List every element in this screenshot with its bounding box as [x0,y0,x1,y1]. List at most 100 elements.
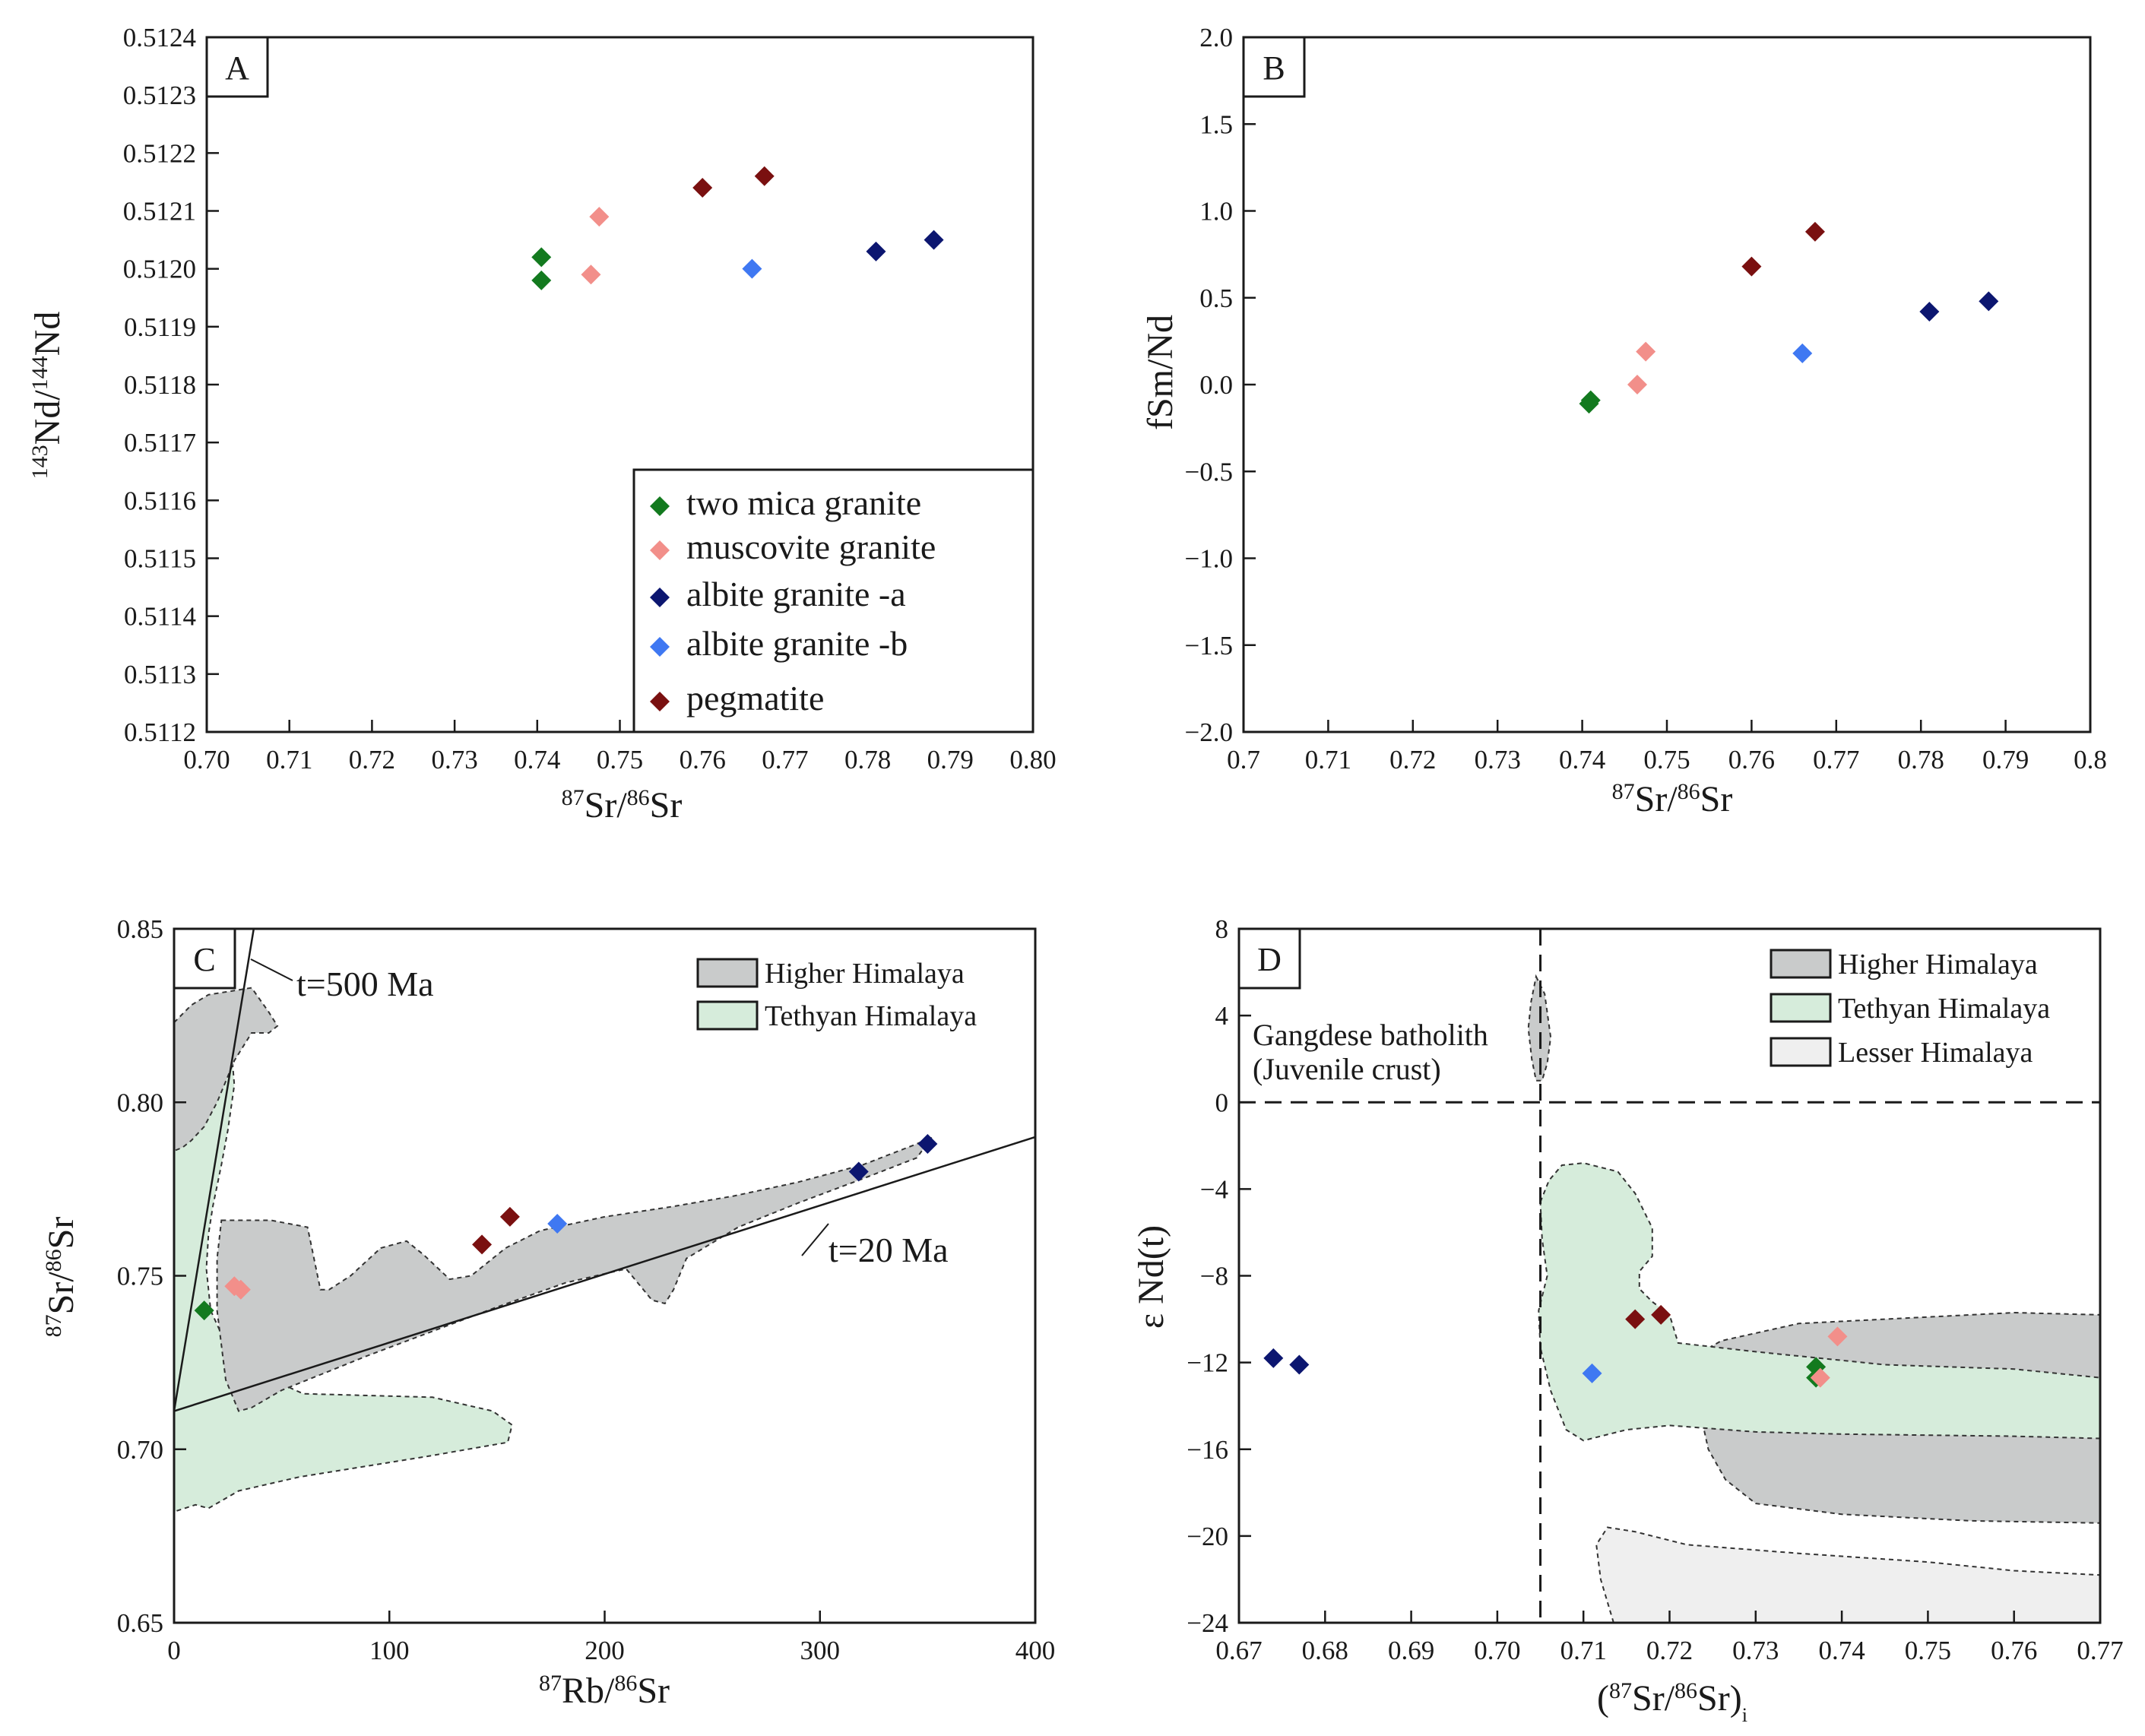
y-tick-label: 0.5 [1199,284,1233,313]
x-tick-label: 0.79 [927,745,974,775]
panel-d-letter: D [1257,941,1282,978]
panel-d-y-axis-title: ε Nd(t) [1131,1225,1171,1329]
panel-b-points [1579,221,1999,414]
point-albite-granite-a [924,230,944,250]
y-tick-label: 0.85 [117,914,163,944]
y-tick-label: 0.0 [1199,370,1233,400]
point-muscovite-granite [1636,341,1656,362]
x-tick-label: 0.78 [1898,745,1944,775]
x-tick-label: 0.70 [1474,1636,1520,1665]
legend-label-muscovite-granite: muscovite granite [686,527,936,566]
y-tick-label: −16 [1187,1435,1228,1465]
y-tick-label: −2.0 [1185,718,1234,747]
point-albite-granite-b [742,258,762,279]
legend-swatch-higher-himalaya [1770,949,1832,979]
legend-label-lesser-himalaya: Lesser Himalaya [1838,1037,2033,1069]
legend-marker-muscovite-granite [650,540,670,560]
t500-label: t=500 Ma [296,965,434,1003]
y-tick-label: 1.0 [1199,197,1233,227]
panel-d-y-axis: −24 −20 −16 −12 −8 −4 0 4 8 [1187,914,1251,1638]
y-tick-label: 0.5124 [123,23,196,52]
point-pegmatite [1804,221,1825,242]
legend-label-higher-himalaya: Higher Himalaya [1838,949,2038,980]
y-tick-label: 0.5116 [124,486,196,515]
point-pegmatite [1741,256,1762,277]
point-muscovite-granite [230,1279,251,1300]
legend-swatch-lesser-himalaya [1770,1037,1832,1067]
x-tick-label: 0.76 [1728,745,1775,775]
x-tick-label: 0.69 [1388,1636,1434,1665]
y-tick-label: 8 [1215,914,1229,944]
panel-a-letter: A [225,49,249,87]
point-two-mica-granite [194,1300,214,1321]
panel-a: 0.70 0.71 0.72 0.73 0.74 0.75 0.76 0.77 0.78 0.79… [27,23,1057,825]
x-tick-label: 0.75 [1643,745,1690,775]
y-tick-label: 0.65 [117,1608,163,1638]
point-albite-granite-a [1919,302,1940,322]
y-tick-label: 0.5118 [124,370,196,400]
y-tick-label: 4 [1215,1001,1229,1031]
y-tick-label: −8 [1200,1262,1228,1291]
y-tick-label: 0.5122 [123,138,196,168]
panel-d: 0.67 0.68 0.69 0.70 0.71 0.72 0.73 0.74 0.75 0.76… [1131,914,2124,1726]
y-tick-label: 0.70 [117,1435,163,1465]
legend-marker-albite-granite-b [650,637,670,657]
y-tick-label: 0 [1215,1088,1229,1117]
point-muscovite-granite [589,207,610,227]
panel-d-label-box: D [1237,927,1301,990]
panel-b-x-axis-title: 87Sr/86Sr [1612,779,1733,820]
x-tick-label: 0.74 [1818,1636,1865,1665]
point-albite-granite-a [866,241,886,261]
panel-b-label-box: B [1242,36,1306,98]
x-tick-label: 0.71 [266,745,312,775]
point-muscovite-granite [581,265,601,285]
panel-d-x-axis-title: (87Sr/86Sr)i [1597,1678,1747,1726]
point-muscovite-granite [1810,1367,1830,1388]
point-pegmatite [692,178,713,198]
x-tick-label: 0.75 [1905,1636,1951,1665]
legend-swatch-tethyan-himalaya [696,1000,759,1031]
x-tick-label: 100 [369,1636,410,1665]
panel-d-reference-lines [1239,929,2100,1623]
x-tick-label: 0.77 [762,745,808,775]
y-tick-label: −1.5 [1185,631,1234,661]
legend-label-pegmatite: pegmatite [686,679,824,718]
panel-a-label-box: A [205,36,269,98]
x-tick-label: 0.70 [183,745,230,775]
panel-b-y-axis-title: fSm/Nd [1140,315,1180,430]
x-tick-label: 400 [1015,1636,1056,1665]
x-tick-label: 0.8 [2074,745,2107,775]
y-tick-label: 0.5113 [124,660,196,689]
x-tick-label: 0.73 [1732,1636,1779,1665]
panel-c-regions [174,987,935,1513]
t20-leader-line [801,1223,829,1256]
legend-label-two-mica-granite: two mica granite [686,483,921,522]
legend-frame [632,468,1034,733]
y-tick-label: −4 [1200,1174,1228,1204]
x-tick-label: 0.77 [1813,745,1859,775]
legend-marker-two-mica-granite [650,496,670,516]
point-muscovite-granite [1827,1326,1848,1347]
legend-label-albite-granite-b: albite granite -b [686,624,908,663]
y-tick-label: 0.5121 [123,197,196,227]
y-tick-label: −0.5 [1185,457,1234,486]
panel-a-y-axis-title: 143Nd/144Nd [27,312,68,480]
x-tick-label: 200 [585,1636,625,1665]
y-tick-label: 0.5119 [124,312,196,342]
isochron-t-500-ma [174,929,255,1411]
x-tick-label: 0.78 [844,745,891,775]
panel-c-x-axis: 0 100 200 300 400 [167,1611,1055,1665]
x-tick-label: 0.74 [514,745,560,775]
x-tick-label: 0.72 [349,745,395,775]
point-pegmatite [499,1206,520,1227]
panel-d-x-axis: 0.67 0.68 0.69 0.70 0.71 0.72 0.73 0.74 0.75 0.76… [1215,1611,2124,1665]
x-tick-label: 0.67 [1215,1636,1262,1665]
panel-c: 0 100 200 300 400 0.65 0.70 0.75 0.80 0.85 C t=5… [41,914,1056,1711]
x-tick-label: 0.74 [1559,745,1605,775]
y-tick-label: 1.5 [1199,109,1233,139]
x-tick-label: 0.73 [1475,745,1521,775]
point-pegmatite [1625,1309,1646,1329]
legend-swatch-higher-himalaya [696,958,759,988]
point-two-mica-granite [531,247,552,268]
panel-c-y-axis-title: 87Sr/86Sr [41,1217,82,1338]
